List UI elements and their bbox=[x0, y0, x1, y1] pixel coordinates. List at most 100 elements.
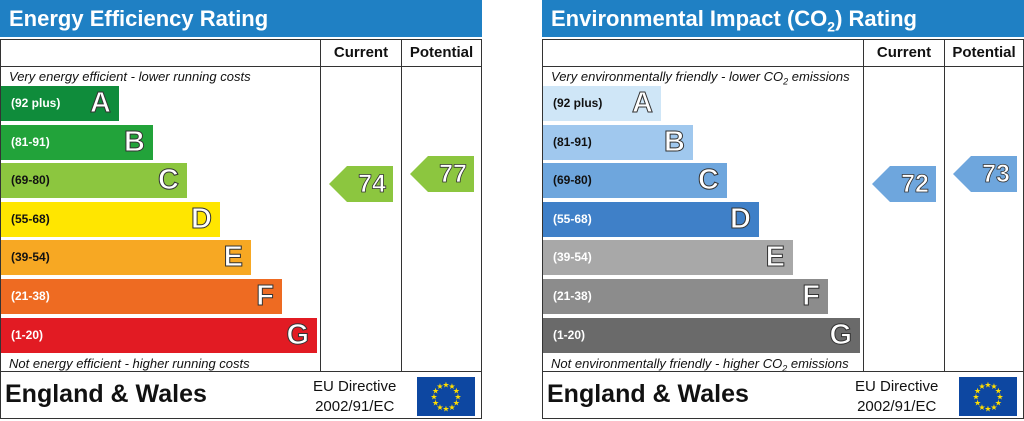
potential-arrow-shape bbox=[953, 156, 1017, 193]
current-arrow-shape bbox=[329, 166, 393, 203]
column-divider bbox=[944, 40, 945, 371]
eu-star-icon: ★ bbox=[430, 393, 437, 402]
band-range-label: (21-38) bbox=[11, 289, 50, 303]
potential-rating-value: 77 bbox=[439, 160, 468, 189]
band-e: (39-54) E bbox=[543, 240, 793, 276]
band-letter: C bbox=[158, 164, 180, 197]
footer-divider bbox=[543, 371, 1023, 372]
eu-star-icon: ★ bbox=[978, 403, 985, 412]
eu-star-icon: ★ bbox=[454, 393, 461, 402]
band-range-label: (55-68) bbox=[553, 211, 592, 226]
potential-rating-arrow: 73 bbox=[953, 156, 1023, 193]
directive-line-2: 2002/91/EC bbox=[857, 398, 937, 415]
band-c: (69-80) C bbox=[543, 163, 727, 199]
band-g: (1-20) G bbox=[1, 317, 317, 353]
band-range-label: (39-54) bbox=[11, 250, 50, 265]
eu-star-icon: ★ bbox=[972, 393, 979, 402]
band-letter: B bbox=[664, 125, 686, 158]
current-column-header: Current bbox=[333, 44, 389, 61]
band-a: (92 plus) A bbox=[543, 86, 661, 121]
eu-star-icon: ★ bbox=[442, 381, 449, 390]
band-a: (92 plus) A bbox=[1, 86, 119, 121]
eu-flag-icon: ★ ★ ★ ★ ★ ★ ★ ★ ★ ★ ★ ★ bbox=[959, 377, 1017, 416]
column-divider bbox=[863, 40, 864, 371]
eu-star-icon: ★ bbox=[448, 403, 455, 412]
band-range-label: (1-20) bbox=[11, 327, 44, 342]
column-divider bbox=[320, 40, 321, 371]
current-arrow-shape bbox=[872, 166, 936, 203]
eu-star-icon: ★ bbox=[436, 382, 443, 391]
potential-rating-arrow: 77 bbox=[410, 156, 480, 193]
band-letter: G bbox=[286, 318, 310, 351]
column-divider bbox=[401, 40, 402, 371]
eu-flag-icon: ★ ★ ★ ★ ★ ★ ★ ★ ★ ★ ★ ★ bbox=[417, 377, 475, 416]
current-rating-value: 74 bbox=[358, 170, 387, 199]
band-letter: C bbox=[698, 164, 720, 197]
band-letter: G bbox=[829, 318, 853, 351]
band-range-label: (69-80) bbox=[553, 173, 592, 188]
eu-star-icon: ★ bbox=[974, 399, 981, 408]
eu-star-icon: ★ bbox=[432, 387, 439, 396]
eu-star-icon: ★ bbox=[990, 382, 997, 391]
band-range-label: (55-68) bbox=[11, 211, 50, 226]
eu-star-icon: ★ bbox=[990, 403, 997, 412]
header-row bbox=[1, 40, 481, 67]
band-range-label: (69-80) bbox=[11, 173, 50, 188]
potential-arrow-shape bbox=[410, 156, 474, 193]
rating-frame: Current Potential Very environmentally f… bbox=[542, 39, 1024, 419]
country-label: England & Wales bbox=[547, 380, 749, 408]
eu-star-icon: ★ bbox=[978, 382, 985, 391]
band-range-label: (92 plus) bbox=[553, 96, 603, 110]
band-c: (69-80) C bbox=[1, 163, 187, 199]
band-b: (81-91) B bbox=[543, 124, 693, 160]
potential-column-header: Potential bbox=[952, 44, 1016, 61]
current-rating-arrow: 72 bbox=[872, 166, 942, 203]
bottom-note: Not energy efficient - higher running co… bbox=[9, 356, 250, 371]
band-f: (21-38) F bbox=[543, 279, 828, 314]
eu-star-icon: ★ bbox=[436, 403, 443, 412]
eu-star-icon: ★ bbox=[453, 399, 460, 408]
panel-title: Environmental Impact (CO2) Rating bbox=[542, 0, 1024, 37]
band-range-label: (92 plus) bbox=[11, 96, 61, 110]
current-rating-arrow: 74 bbox=[329, 166, 399, 203]
eu-star-icon: ★ bbox=[453, 387, 460, 396]
current-column-header: Current bbox=[876, 44, 932, 61]
band-d: (55-68) D bbox=[1, 201, 220, 237]
band-g: (1-20) G bbox=[543, 317, 860, 353]
band-range-label: (81-91) bbox=[553, 134, 592, 149]
band-letter: D bbox=[191, 202, 213, 235]
band-e: (39-54) E bbox=[1, 240, 251, 276]
band-letter: E bbox=[765, 241, 785, 274]
top-note: Very environmentally friendly - lower CO… bbox=[551, 69, 850, 87]
band-letter: F bbox=[256, 280, 275, 313]
band-range-label: (1-20) bbox=[553, 327, 586, 342]
directive-line-1: EU Directive bbox=[855, 378, 939, 395]
header-row bbox=[543, 40, 1023, 67]
environmental-impact-panel: Environmental Impact (CO2) Rating Curren… bbox=[542, 0, 1024, 419]
band-f: (21-38) F bbox=[1, 279, 282, 314]
eu-star-icon: ★ bbox=[448, 382, 455, 391]
band-d: (55-68) D bbox=[543, 201, 759, 237]
eu-star-icon: ★ bbox=[974, 387, 981, 396]
band-letter: B bbox=[124, 125, 146, 158]
directive-line-1: EU Directive bbox=[313, 378, 397, 395]
top-note: Very energy efficient - lower running co… bbox=[9, 69, 251, 84]
band-letter: A bbox=[90, 87, 112, 120]
current-rating-value: 72 bbox=[901, 170, 930, 199]
panel-title: Energy Efficiency Rating bbox=[0, 0, 482, 37]
eu-star-icon: ★ bbox=[984, 405, 991, 414]
band-letter: E bbox=[223, 241, 243, 274]
eu-star-icon: ★ bbox=[995, 399, 1002, 408]
footer-divider bbox=[1, 371, 481, 372]
eu-star-icon: ★ bbox=[432, 399, 439, 408]
eu-star-icon: ★ bbox=[995, 387, 1002, 396]
band-letter: D bbox=[730, 202, 752, 235]
rating-frame: Current Potential Very energy efficient … bbox=[0, 39, 482, 419]
band-letter: F bbox=[802, 280, 821, 313]
country-label: England & Wales bbox=[5, 380, 207, 408]
eu-star-icon: ★ bbox=[984, 381, 991, 390]
band-letter: A bbox=[632, 87, 654, 120]
potential-rating-value: 73 bbox=[982, 160, 1011, 189]
band-range-label: (39-54) bbox=[553, 250, 592, 265]
eu-directive-label: EU Directive 2002/91/EC bbox=[313, 377, 396, 417]
